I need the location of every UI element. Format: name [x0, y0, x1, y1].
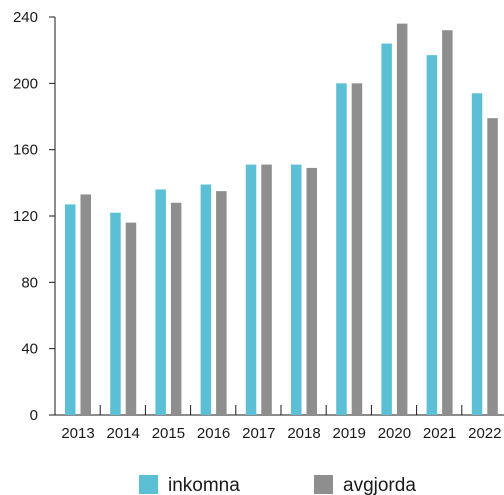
bar-avgjorda-2017	[261, 164, 272, 415]
y-tick-label: 160	[13, 142, 38, 159]
y-tick-label: 120	[13, 208, 38, 225]
y-axis: 0 40 80 120 160 200 240	[13, 9, 56, 424]
bar-avgjorda-2018	[306, 167, 317, 415]
x-tick-label: 2017	[242, 425, 275, 442]
x-tick-label: 2021	[423, 425, 456, 442]
bar-avgjorda-2013	[80, 194, 91, 415]
x-axis: 2013 2014 2015 2016 2017 2018 2019 2020 2021 2022	[55, 405, 504, 442]
bar-inkomna-2018	[291, 164, 302, 415]
bar-inkomna-2013	[65, 204, 76, 415]
x-tick-label: 2015	[152, 425, 185, 442]
legend-label-avgjorda: avgjorda	[343, 475, 416, 495]
y-tick-label: 40	[21, 341, 38, 358]
legend-swatch-avgjorda	[314, 475, 333, 494]
legend: inkomna avgjorda	[139, 475, 416, 495]
x-tick-label: 2016	[197, 425, 230, 442]
y-tick-label: 240	[13, 9, 38, 26]
x-tick-label: 2020	[378, 425, 411, 442]
bar-avgjorda-2016	[216, 191, 227, 415]
bar-avgjorda-2019	[351, 83, 363, 415]
x-tick-label: 2019	[333, 425, 366, 442]
bar-avgjorda-2021	[442, 30, 453, 416]
y-tick-label: 200	[13, 75, 38, 92]
bar-inkomna-2015	[155, 189, 166, 415]
x-tick-label: 2022	[468, 425, 501, 442]
x-tick-label: 2018	[287, 425, 320, 442]
legend-label-inkomna: inkomna	[168, 475, 240, 495]
bar-avgjorda-2015	[170, 202, 182, 415]
bar-inkomna-2019	[336, 83, 347, 415]
y-tick-label: 80	[21, 274, 38, 291]
y-tick-label: 0	[30, 407, 38, 424]
bar-avgjorda-2020	[396, 23, 408, 416]
bar-inkomna-2021	[426, 55, 438, 416]
bar-inkomna-2014	[110, 212, 121, 415]
bar-inkomna-2022	[471, 93, 483, 416]
legend-swatch-inkomna	[139, 475, 158, 494]
bar-inkomna-2020	[381, 43, 392, 416]
x-tick-label: 2014	[107, 425, 140, 442]
bar-inkomna-2016	[200, 184, 212, 415]
bars	[65, 23, 498, 416]
bar-avgjorda-2014	[125, 222, 137, 415]
bar-inkomna-2017	[245, 164, 257, 415]
bar-avgjorda-2022	[487, 118, 498, 416]
x-tick-label: 2013	[61, 425, 94, 442]
